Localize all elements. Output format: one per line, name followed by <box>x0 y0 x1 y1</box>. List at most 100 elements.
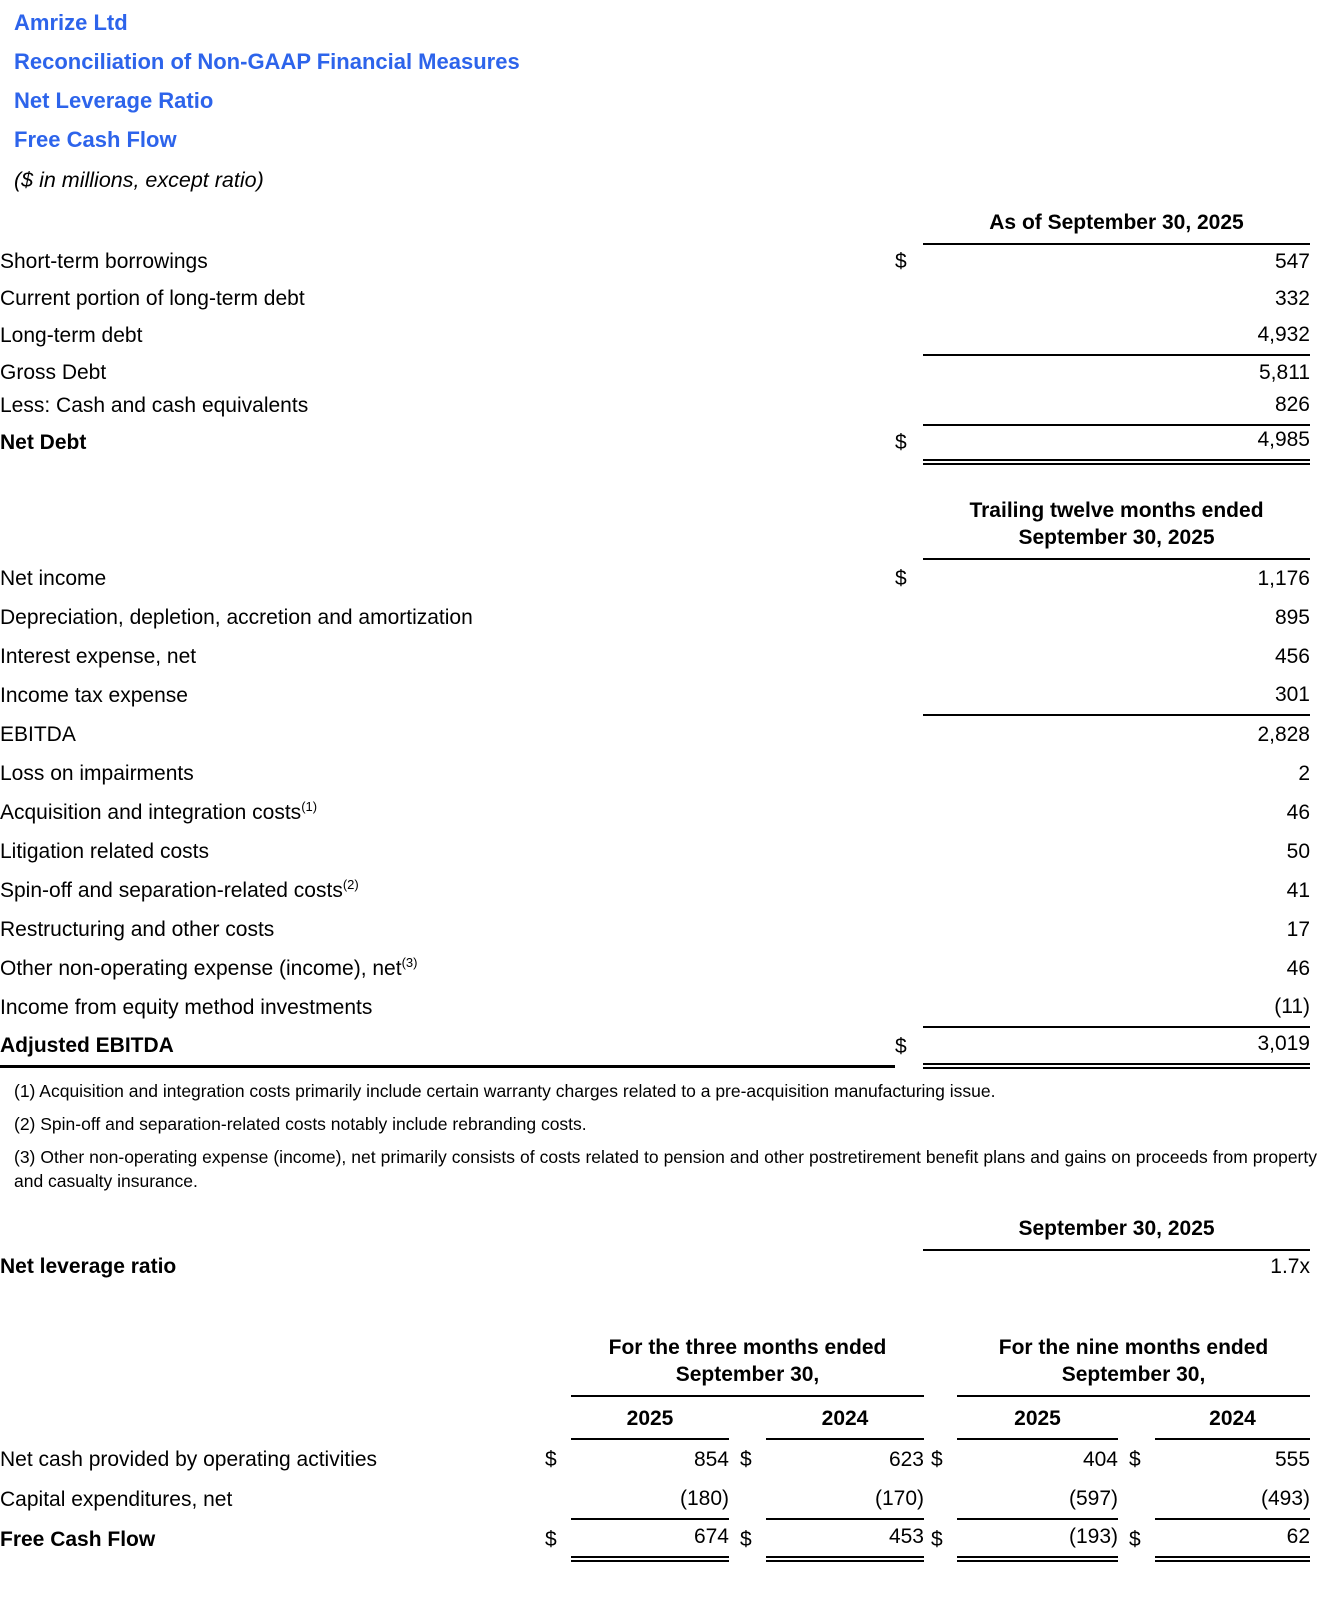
footnote-ref-1: (1) <box>301 799 318 814</box>
amount-value: 854 <box>693 1448 729 1471</box>
table-row-total: Net Debt $ 4,985 <box>0 425 1310 465</box>
amount-value: 453 <box>766 1519 924 1562</box>
table-row: Interest expense, net 456 <box>0 637 1310 676</box>
year-header: 2025 <box>957 1396 1118 1440</box>
section-title-net-leverage-ratio: Net Leverage Ratio <box>14 88 214 113</box>
currency-symbol <box>895 355 923 392</box>
document-header: Amrize Ltd Reconciliation of Non-GAAP Fi… <box>0 12 1330 193</box>
row-label: Spin-off and separation-related costs(2) <box>0 877 359 902</box>
currency-symbol: $ <box>740 1528 752 1551</box>
column-header-trailing-twelve-months: Trailing twelve months ended September 3… <box>923 497 1310 560</box>
footnotes: (1) Acquisition and integration costs pr… <box>14 1079 1317 1193</box>
amount-value: 17 <box>1286 918 1310 941</box>
currency-symbol <box>895 318 923 355</box>
currency-symbol <box>895 598 923 637</box>
fcf-year-header-row: 2025 2024 2025 2024 <box>0 1396 1311 1440</box>
table-row: Depreciation, depletion, accretion and a… <box>0 598 1310 637</box>
currency-symbol <box>895 949 923 988</box>
footnote-1: (1) Acquisition and integration costs pr… <box>14 1081 996 1101</box>
table-row: Other non-operating expense (income), ne… <box>0 949 1310 988</box>
amount-value: (180) <box>571 1479 729 1520</box>
table-row: Capital expenditures, net (180) (170) (5… <box>0 1479 1311 1520</box>
row-label: Litigation related costs <box>0 840 209 863</box>
currency-symbol: $ <box>895 431 907 454</box>
ebitda-header-row: Trailing twelve months ended September 3… <box>0 497 1310 560</box>
currency-symbol <box>931 1479 957 1519</box>
year-header: 2024 <box>766 1396 924 1440</box>
currency-symbol: $ <box>1129 1448 1141 1471</box>
row-label: Short-term borrowings <box>0 250 208 273</box>
column-header-line2: September 30, 2025 <box>1018 526 1215 549</box>
amount-value: 301 <box>923 676 1310 716</box>
amount-value: 895 <box>1274 606 1310 629</box>
row-label: Long-term debt <box>0 324 143 347</box>
column-header-as-of-date: As of September 30, 2025 <box>923 209 1310 245</box>
amount-value: (493) <box>1155 1479 1311 1520</box>
amount-value: (11) <box>923 988 1310 1028</box>
footnote-2: (2) Spin-off and separation-related cost… <box>14 1114 587 1134</box>
amount-value: 404 <box>1082 1448 1118 1471</box>
currency-symbol <box>895 715 923 754</box>
currency-symbol: $ <box>895 567 907 590</box>
table-row: Restructuring and other costs 17 <box>0 910 1310 949</box>
currency-symbol: $ <box>931 1528 943 1551</box>
section-title-free-cash-flow: Free Cash Flow <box>14 127 177 152</box>
amount-value: 41 <box>1286 879 1310 902</box>
currency-symbol: $ <box>931 1448 943 1471</box>
group-header-nine-months: For the nine months ended September 30, <box>957 1332 1311 1397</box>
document-title: Reconciliation of Non-GAAP Financial Mea… <box>14 49 520 74</box>
table-row: Short-term borrowings $ 547 <box>0 244 1310 281</box>
amount-value: 623 <box>888 1448 924 1471</box>
table-row: Spin-off and separation-related costs(2)… <box>0 871 1310 910</box>
table-row: Income tax expense 301 <box>0 676 1310 716</box>
currency-symbol: $ <box>1129 1528 1141 1551</box>
net-debt-table: As of September 30, 2025 Short-term borr… <box>0 209 1310 465</box>
leverage-ratio-value: 1.7x <box>1270 1255 1310 1278</box>
row-label: Free Cash Flow <box>0 1528 156 1551</box>
row-label: Income tax expense <box>0 684 188 707</box>
currency-symbol <box>895 637 923 676</box>
amount-value: 547 <box>1274 250 1310 273</box>
row-label: Interest expense, net <box>0 645 197 668</box>
table-row: Acquisition and integration costs(1) 46 <box>0 793 1310 832</box>
row-label: Current portion of long-term debt <box>0 287 305 310</box>
year-header: 2025 <box>571 1396 729 1440</box>
currency-symbol <box>895 988 923 1027</box>
amount-value: (597) <box>957 1479 1118 1520</box>
row-label: EBITDA <box>0 723 76 746</box>
currency-symbol <box>895 754 923 793</box>
table-row: Net leverage ratio 1.7x <box>0 1250 1310 1286</box>
amount-value: (170) <box>766 1479 924 1520</box>
row-label: Net cash provided by operating activitie… <box>0 1448 378 1471</box>
group-header-three-months: For the three months ended September 30, <box>571 1332 924 1397</box>
currency-symbol: $ <box>895 250 907 273</box>
row-label: Loss on impairments <box>0 762 194 785</box>
table-row: Litigation related costs 50 <box>0 832 1310 871</box>
currency-symbol <box>895 832 923 871</box>
table-row: Current portion of long-term debt 332 <box>0 281 1310 318</box>
amount-value: 50 <box>1286 840 1310 863</box>
row-label: Depreciation, depletion, accretion and a… <box>0 606 473 629</box>
row-label: Income from equity method investments <box>0 996 373 1019</box>
table-row: Loss on impairments 2 <box>0 754 1310 793</box>
leverage-header-row: September 30, 2025 <box>0 1215 1310 1251</box>
table-row: Net income $ 1,176 <box>0 559 1310 598</box>
column-header-line1: Trailing twelve months ended <box>969 499 1264 522</box>
table-row: EBITDA 2,828 <box>0 715 1310 754</box>
ebitda-table: Trailing twelve months ended September 3… <box>0 497 1310 1069</box>
table-row-total: Free Cash Flow $ 674 $ 453 $ (193) $ 62 <box>0 1519 1311 1562</box>
footnote-ref-2: (2) <box>342 877 359 892</box>
amount-value: 826 <box>923 392 1310 426</box>
row-label: Acquisition and integration costs(1) <box>0 799 318 824</box>
free-cash-flow-table: For the three months ended September 30,… <box>0 1332 1311 1562</box>
row-label: Net leverage ratio <box>0 1255 177 1278</box>
net-debt-header-row: As of September 30, 2025 <box>0 209 1310 245</box>
amount-value: 4,985 <box>923 425 1310 465</box>
currency-symbol <box>895 392 923 425</box>
row-label: Net Debt <box>0 431 87 454</box>
table-row: Gross Debt 5,811 <box>0 355 1310 392</box>
currency-symbol <box>1129 1479 1155 1519</box>
amount-value: 4,932 <box>923 318 1310 356</box>
currency-symbol <box>545 1479 571 1519</box>
